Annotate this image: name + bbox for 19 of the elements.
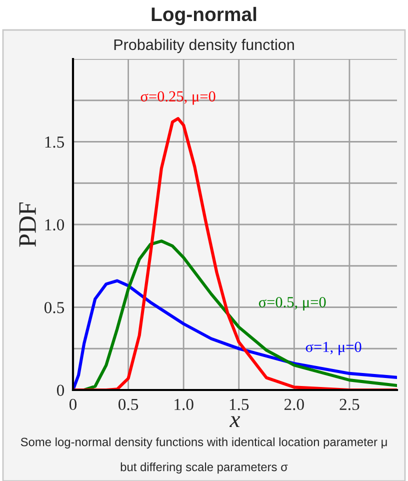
text: Some log-normal density functions with identical location parameter μ <box>20 437 387 449</box>
y-tick-label: 0.5 <box>44 302 64 314</box>
text: but differing scale parameters σ <box>120 462 288 474</box>
y-tick-label: 1.0 <box>45 219 64 231</box>
series-label: σ=0.25, μ=0 <box>140 91 216 105</box>
x-axis-title: x <box>229 416 240 428</box>
y-axis-title: PDF <box>19 202 36 247</box>
x-tick-label: 1.5 <box>230 398 249 410</box>
x-tick-label: 1.0 <box>174 398 194 410</box>
y-tick-label: 0 <box>56 384 64 396</box>
chart-subtitle: Probability density function <box>114 38 294 54</box>
series-label: σ=1, μ=0 <box>306 342 362 356</box>
series-label: σ=0.5, μ=0 <box>258 297 326 310</box>
x-tick-label: 0 <box>69 398 77 410</box>
y-tick-label: 1.5 <box>45 136 64 148</box>
x-tick-label: 2.5 <box>340 398 360 410</box>
x-tick-label: 0.5 <box>118 398 138 410</box>
x-tick-label: 2.0 <box>284 398 304 410</box>
chart-title: Log-normal <box>152 6 256 26</box>
